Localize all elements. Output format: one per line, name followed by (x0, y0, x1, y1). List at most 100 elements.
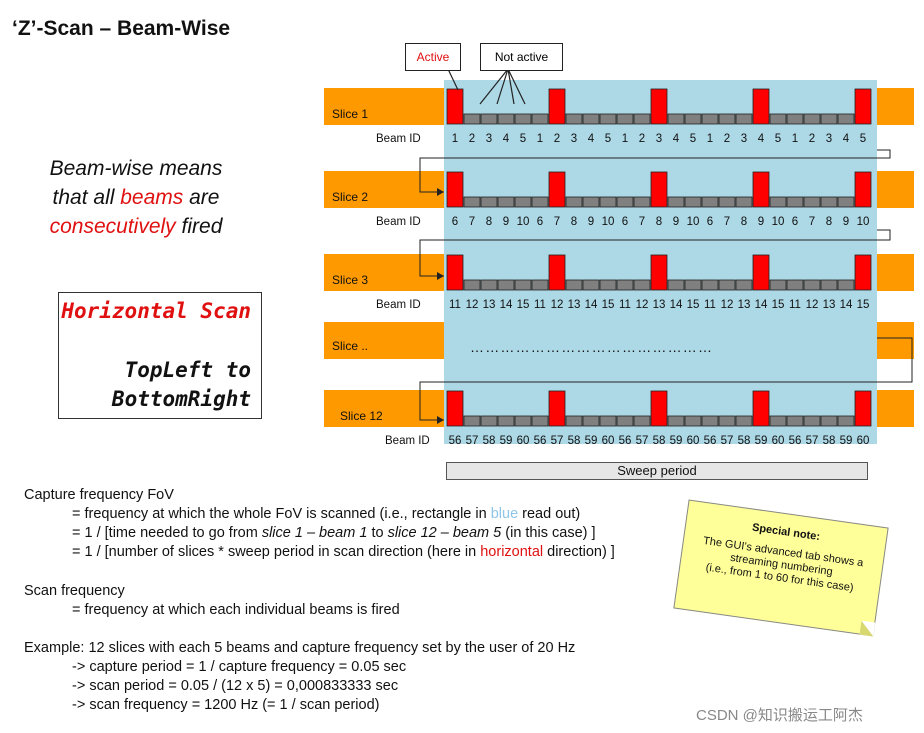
scan-direction-title: Horizontal Scan (61, 299, 251, 323)
beam-id-label: 7 (469, 216, 475, 228)
inactive-beam (820, 415, 838, 427)
beam-id-label: 5 (860, 133, 866, 145)
inactive-beam (786, 279, 804, 291)
inactive-beam (718, 415, 736, 427)
beam-id-label: 59 (585, 435, 598, 447)
beam-id-label: 3 (826, 133, 832, 145)
active-pointer-line (447, 68, 459, 91)
inactive-beam (497, 279, 515, 291)
inactive-beam (497, 415, 515, 427)
inactive-beam (582, 415, 600, 427)
beam-id-label: 15 (772, 299, 785, 311)
beam-id-label: 6 (622, 216, 628, 228)
inactive-beam (633, 279, 651, 291)
slice-bar-left (324, 390, 444, 427)
inactive-beam (480, 113, 498, 125)
inactive-beam (531, 415, 549, 427)
active-beam (446, 88, 464, 125)
beam-id-label: 10 (602, 216, 615, 228)
active-beam (854, 171, 872, 208)
beam-id-label: 11 (704, 299, 716, 311)
beam-id-label: 11 (789, 299, 801, 311)
inactive-beam (803, 279, 821, 291)
beamwise-line1: Beam-wise means (49, 157, 223, 180)
beam-id-label: 12 (636, 299, 649, 311)
inactive-beam (599, 196, 617, 208)
scan-direction-description: TopLeft to BottomRight (111, 358, 251, 411)
beamwise-line3: consecutively fired (49, 215, 223, 238)
beam-id-label: 58 (653, 435, 666, 447)
beam-id-label: 7 (809, 216, 815, 228)
beam-id-label: 12 (721, 299, 734, 311)
beam-id-label: 59 (500, 435, 513, 447)
active-legend-label: Active (416, 50, 450, 64)
slice-bar-left (324, 254, 444, 291)
beam-id-label: 14 (670, 299, 683, 311)
inactive-beam (718, 279, 736, 291)
beam-id-label: 14 (755, 299, 768, 311)
beam-id-label: 60 (772, 435, 785, 447)
inactive-beam (463, 113, 481, 125)
slice-label: Slice 1 (332, 107, 368, 121)
inactive-beam (616, 279, 634, 291)
beam-id-label: 5 (775, 133, 781, 145)
slice-label: Slice .. (332, 339, 368, 353)
inactive-beam (667, 279, 685, 291)
inactive-beam (735, 196, 753, 208)
active-legend: Active (405, 43, 461, 71)
scan-path-arrowhead (437, 188, 444, 196)
inactive-beam (667, 415, 685, 427)
active-beam (446, 254, 464, 291)
beam-id-label: 3 (571, 133, 577, 145)
inactive-beam (514, 113, 532, 125)
inactive-beam (463, 415, 481, 427)
inactive-beam (531, 196, 549, 208)
inactive-beam (582, 279, 600, 291)
watermark: CSDN @知识搬运工阿杰 (696, 707, 863, 724)
beam-id-label: 57 (806, 435, 819, 447)
not-active-legend-label: Not active (494, 50, 549, 64)
beam-id-label: 4 (843, 133, 850, 145)
beam-id-label: 59 (840, 435, 853, 447)
beam-id-label: 13 (653, 299, 666, 311)
inactive-beam (514, 196, 532, 208)
inactive-beam (616, 415, 634, 427)
beam-id-label: 2 (639, 133, 645, 145)
beamwise-explanation: Beam-wise means that all beams are conse… (22, 154, 250, 241)
active-beam (752, 88, 770, 125)
inactive-beam (514, 415, 532, 427)
beam-id-label: 5 (690, 133, 696, 145)
inactive-beam (837, 279, 855, 291)
beam-id-label: 13 (568, 299, 581, 311)
beam-id-label: 12 (806, 299, 819, 311)
beam-id-label: 10 (687, 216, 700, 228)
beam-id-label: 15 (517, 299, 530, 311)
inactive-beam (735, 415, 753, 427)
example-heading: Example: 12 slices with each 5 beams and… (24, 640, 576, 656)
slice-label: Slice 2 (332, 190, 368, 204)
beam-id-label: 3 (486, 133, 492, 145)
beam-id-label: 15 (602, 299, 615, 311)
beam-id-label: 60 (517, 435, 530, 447)
active-beam (752, 254, 770, 291)
inactive-beam (565, 279, 583, 291)
beam-id-label: 60 (687, 435, 700, 447)
beam-id-label: 7 (554, 216, 560, 228)
beam-id-label: 57 (466, 435, 479, 447)
beam-id-label: 12 (551, 299, 564, 311)
beam-id-label: 8 (571, 216, 577, 228)
scan-path-arrowhead (437, 272, 444, 280)
scan-frequency-heading: Scan frequency (24, 583, 125, 599)
ellipsis-row: ………………………………………… (470, 339, 713, 355)
inactive-beam (531, 279, 549, 291)
scan-path-line (419, 337, 913, 421)
beam-id-label: 2 (809, 133, 815, 145)
active-beam (548, 171, 566, 208)
inactive-beam (582, 113, 600, 125)
active-beam (650, 88, 668, 125)
active-beam (548, 88, 566, 125)
slice-label: Slice 12 (340, 409, 383, 423)
beam-id-label: 58 (738, 435, 751, 447)
slide-title: ‘Z’-Scan – Beam-Wise (12, 17, 231, 40)
inactive-beam (565, 196, 583, 208)
